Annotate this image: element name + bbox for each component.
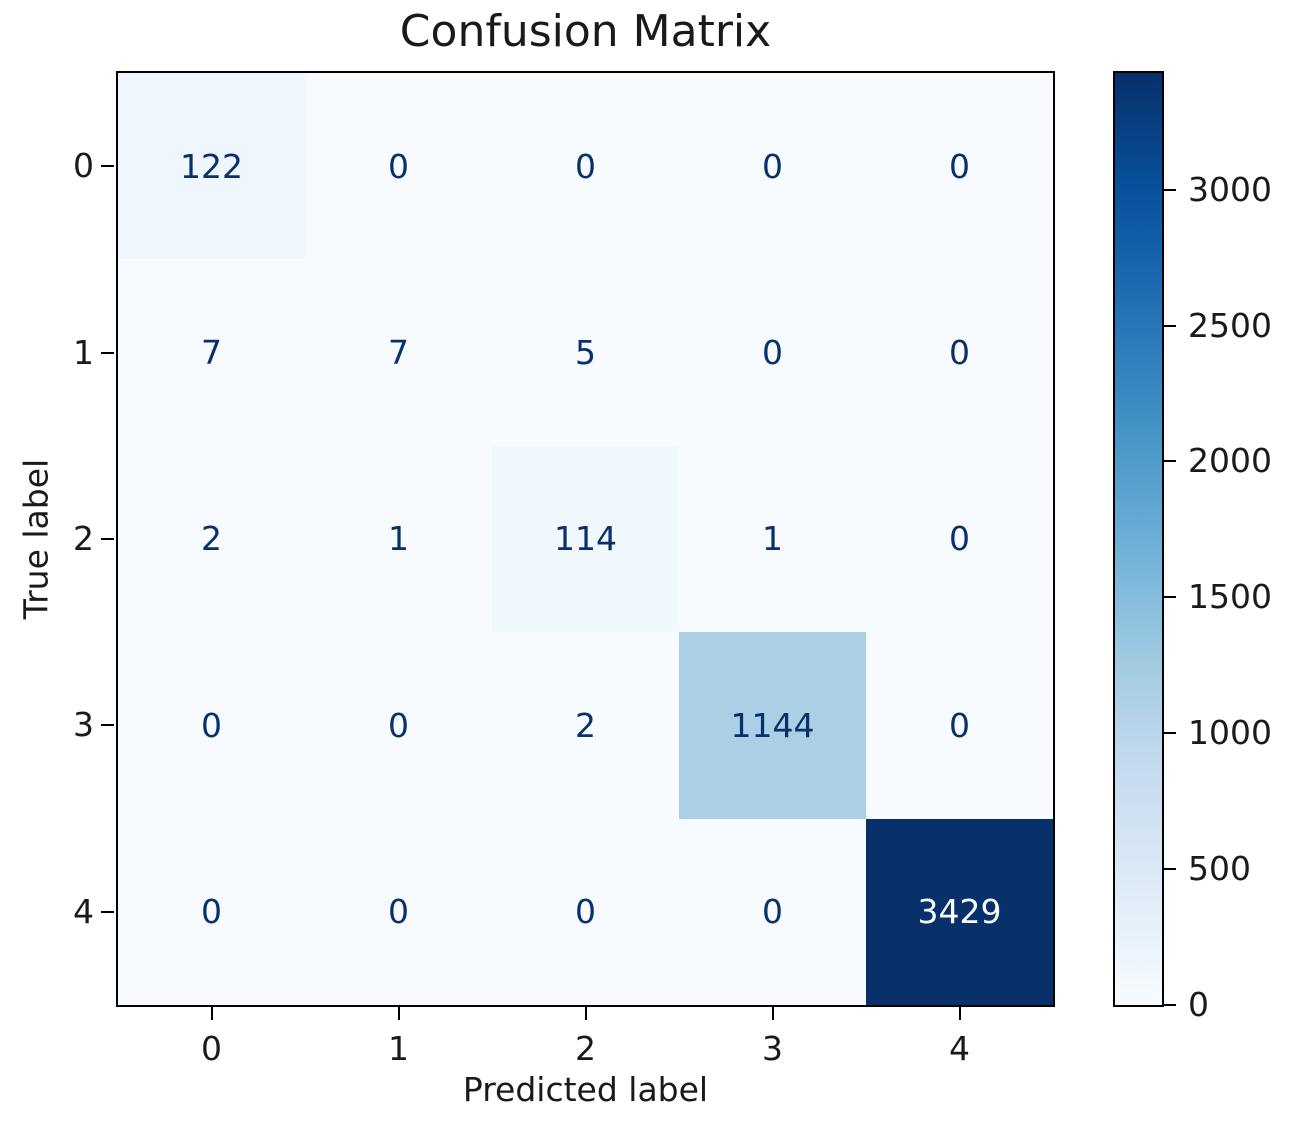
y-tickmark-0 (101, 165, 114, 168)
y-tickmark-2 (101, 538, 114, 540)
matrix-cell-r4c4: 3429 (866, 818, 1053, 1005)
matrix-cell-r1c4: 0 (866, 259, 1053, 446)
matrix-cell-r0c1: 0 (305, 73, 492, 260)
colorbar-tickmark-3 (1164, 596, 1176, 599)
matrix-cell-r4c1: 0 (305, 818, 492, 1005)
matrix-cell-r2c2: 114 (492, 445, 679, 633)
matrix-cell-r4c2: 0 (492, 818, 679, 1005)
matrix-cell-r1c3: 0 (679, 259, 866, 446)
matrix-cell-r0c0: 122 (118, 73, 305, 260)
colorbar-tickmark-4 (1164, 460, 1176, 463)
matrix-cell-r1c0: 7 (118, 259, 305, 446)
y-tick-label-1: 1 (73, 332, 94, 372)
colorbar-tick-label-1: 500 (1188, 849, 1251, 889)
x-tickmark-3 (771, 1007, 774, 1020)
matrix-grid: 122 0 0 0 0 7 7 5 0 0 2 1 114 1 0 0 0 2 1144 0 0 0 0 0 3429 (118, 73, 1053, 1005)
colorbar-tick-label-2: 1000 (1188, 713, 1272, 753)
y-tick-label-3: 3 (73, 705, 94, 745)
x-tickmark-2 (584, 1007, 587, 1020)
plot-area: 122 0 0 0 0 7 7 5 0 0 2 1 114 1 0 0 0 2 1144 0 0 0 0 0 3429 (116, 71, 1055, 1007)
matrix-cell-r3c0: 0 (118, 632, 305, 819)
x-tickmark-1 (397, 1007, 400, 1020)
matrix-cell-r3c1: 0 (305, 632, 492, 819)
colorbar-tick-label-5: 2500 (1188, 305, 1272, 345)
matrix-cell-r2c1: 1 (305, 445, 492, 633)
matrix-cell-r1c1: 7 (305, 259, 492, 446)
x-tick-label-3: 3 (762, 1029, 783, 1068)
y-tickmark-1 (101, 351, 114, 354)
matrix-cell-r3c3: 1144 (679, 632, 866, 819)
y-tickmark-3 (101, 724, 114, 727)
x-tick-label-1: 1 (388, 1029, 409, 1068)
matrix-cell-r4c3: 0 (679, 818, 866, 1005)
matrix-cell-r2c3: 1 (679, 445, 866, 633)
colorbar (1113, 71, 1164, 1007)
colorbar-tick-label-6: 3000 (1188, 169, 1272, 209)
matrix-cell-r0c3: 0 (679, 73, 866, 260)
colorbar-tickmark-6 (1164, 188, 1176, 191)
matrix-cell-r0c4: 0 (866, 73, 1053, 260)
colorbar-tick-label-0: 0 (1188, 985, 1209, 1024)
x-tick-label-2: 2 (575, 1029, 596, 1068)
colorbar-tickmark-0 (1164, 1004, 1176, 1006)
colorbar-tick-label-3: 1500 (1188, 577, 1272, 617)
colorbar-tickmark-1 (1164, 868, 1176, 871)
matrix-cell-r1c2: 5 (492, 259, 679, 446)
matrix-cell-r2c4: 0 (866, 445, 1053, 633)
x-axis-label: Predicted label (462, 1070, 709, 1109)
y-tick-label-0: 0 (73, 146, 94, 186)
colorbar-tickmark-5 (1164, 324, 1176, 327)
y-tickmark-4 (101, 910, 114, 913)
matrix-cell-r3c2: 2 (492, 632, 679, 819)
colorbar-tick-label-4: 2000 (1188, 441, 1272, 481)
matrix-cell-r0c2: 0 (492, 73, 679, 260)
matrix-cell-r4c0: 0 (118, 818, 305, 1005)
x-tick-label-0: 0 (201, 1029, 222, 1068)
y-tick-label-4: 4 (73, 891, 94, 931)
x-tickmark-0 (210, 1007, 213, 1020)
chart-title: Confusion Matrix (399, 6, 772, 57)
colorbar-tickmark-2 (1164, 732, 1176, 735)
y-tick-label-2: 2 (73, 519, 94, 558)
matrix-cell-r3c4: 0 (866, 632, 1053, 819)
x-tick-label-4: 4 (949, 1029, 970, 1068)
x-tickmark-4 (958, 1007, 961, 1020)
matrix-cell-r2c0: 2 (118, 445, 305, 633)
